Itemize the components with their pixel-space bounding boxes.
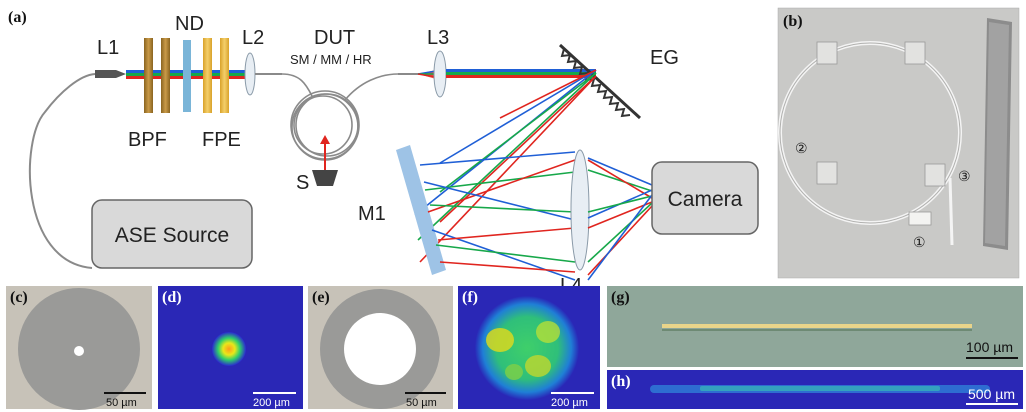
beam-fan-red [417,73,437,78]
label-bpf: BPF [128,129,167,151]
scalebar-label-g: 100 µm [966,339,1013,355]
label-l3: L3 [427,27,449,49]
fiber-connector [908,211,932,226]
panel-e-micrograph: (e) 50 µm [308,286,453,409]
panel-d-mode-image: (d) 200 µm [158,286,303,409]
label-dut-fiber-types: SM / MM / HR [290,52,372,67]
input-fiber [28,73,96,269]
steel-ruler [983,18,1012,250]
panel-c-micrograph: (c) 50 µm [6,286,152,410]
fiber-core-c [74,346,84,356]
speckle-f-2 [536,321,560,343]
fpe-plate-2 [220,38,229,113]
marker-1: ① [913,235,926,251]
label-dut: DUT [314,27,355,49]
clamp-3 [816,161,838,185]
panel-label-c: (c) [10,289,28,306]
scattering-trace-core [700,386,940,391]
scalebar-label-f: 200 µm [551,397,588,409]
speckle-f-4 [505,364,523,380]
speckle-f-1 [486,328,514,352]
bpf-plate-2 [161,38,170,113]
speckle-f-3 [525,355,551,377]
fiber-collimator-l1 [95,70,126,78]
label-s: S [296,172,309,194]
lens-l2 [244,52,256,96]
clamp-4 [924,163,946,187]
label-l2: L2 [242,27,264,49]
echelle-grating [558,43,642,120]
nd-filter [183,40,191,112]
panel-g-side-view: (g) 100 µm [607,286,1023,367]
marker-2: ② [795,141,808,157]
panel-f-mode-image: (f) 200 µm [458,286,600,409]
scrambler-arrowhead [320,135,330,144]
ase-source-label: ASE Source [115,224,229,247]
scrambler-s [312,170,338,186]
clamp-1 [816,41,838,65]
panel-label-b: (b) [783,13,803,30]
panel-label-f: (f) [462,289,478,306]
label-l1: L1 [97,37,119,59]
beam-blue-2 [446,69,596,72]
ase-source-box [91,199,253,269]
panel-label-e: (e) [312,289,330,306]
panel-label-d: (d) [162,289,182,306]
marker-3: ③ [958,169,971,185]
dut-fiber-coil [281,73,399,161]
label-fpe: FPE [202,129,241,151]
label-nd: ND [175,13,204,35]
beam-red-2 [446,75,596,78]
diffracted-beams [414,69,597,263]
panel-label-a: (a) [8,9,27,26]
clamp-2 [904,41,926,65]
beam-green-2 [446,72,596,75]
fiber-tail [948,177,954,246]
panel-label-h: (h) [611,373,631,390]
panel-b-photo: (b) ② ③ ① [777,7,1020,279]
scalebar-label-h: 500 µm [968,386,1015,402]
panel-label-g: (g) [611,289,630,306]
panel-h-scattering-image: (h) 500 µm [607,370,1023,409]
scalebar-label-c: 50 µm [106,397,137,409]
label-m1: M1 [358,203,386,225]
label-eg: EG [650,47,679,69]
lens-l4 [570,149,590,271]
beams-m1-l4 [419,151,576,281]
lens-l3 [433,50,447,98]
beams-l4-camera [587,157,653,281]
fiber-core-e [344,313,416,385]
scalebar-label-d: 200 µm [253,397,290,409]
fpe-plate-1 [203,38,212,113]
camera-label: Camera [668,188,743,211]
scalebar-label-e: 50 µm [406,397,437,409]
mirror-m1 [396,145,446,275]
camera-box [651,161,759,235]
bpf-plate-1 [144,38,153,113]
panel-a-schematic: (a) [8,9,759,297]
mode-spot-d [212,332,246,366]
mode-pattern-f [475,296,579,400]
